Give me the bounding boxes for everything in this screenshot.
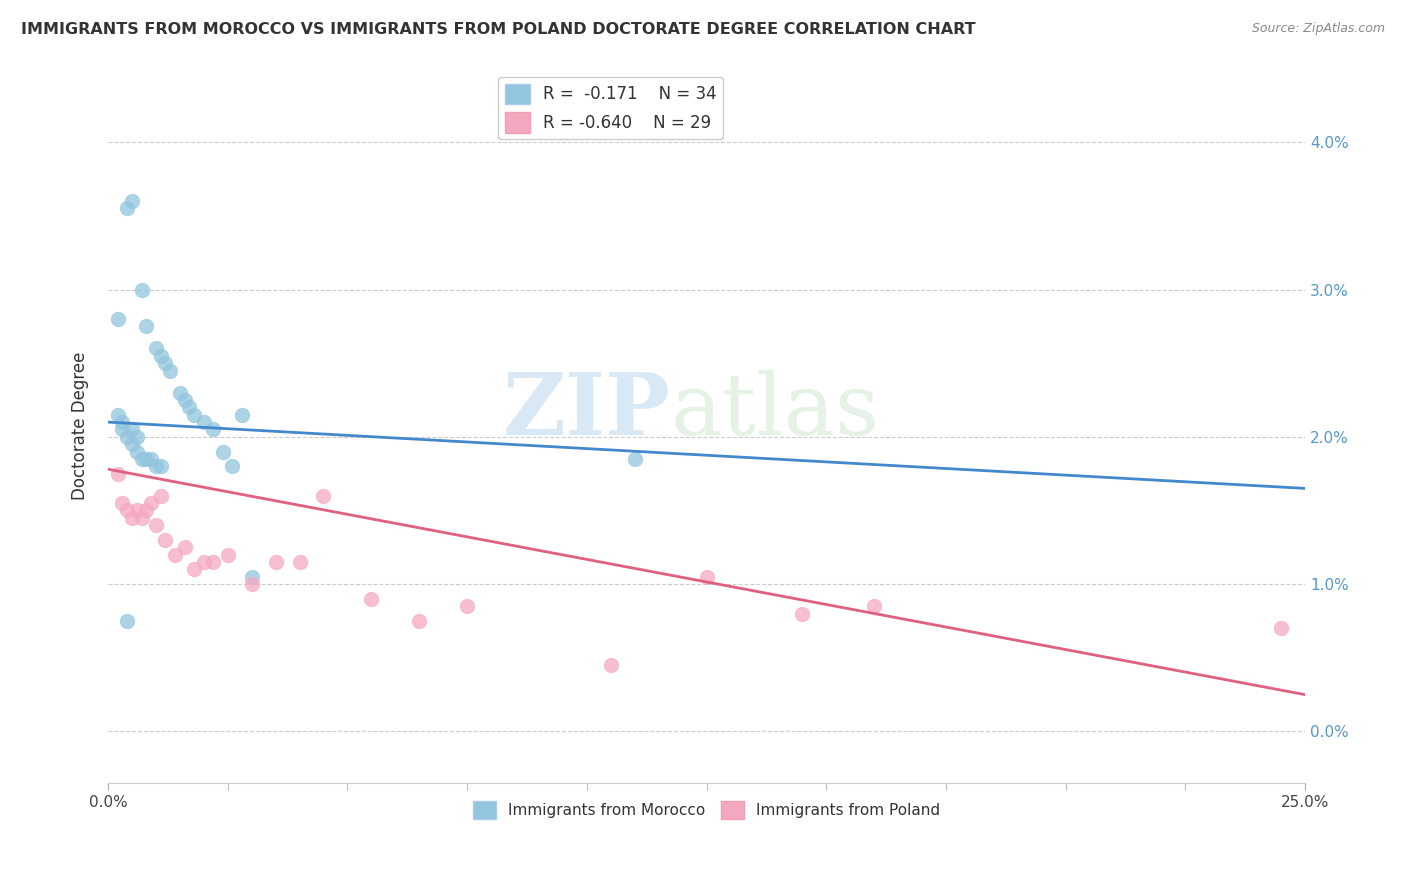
Point bbox=[623, 451, 645, 466]
Point bbox=[360, 591, 382, 606]
Point bbox=[107, 408, 129, 422]
Point bbox=[121, 194, 143, 208]
Point bbox=[155, 533, 177, 547]
Point bbox=[135, 319, 157, 334]
Legend: Immigrants from Morocco, Immigrants from Poland: Immigrants from Morocco, Immigrants from… bbox=[467, 795, 946, 825]
Point bbox=[115, 202, 138, 216]
Point bbox=[159, 363, 181, 377]
Point bbox=[264, 555, 287, 569]
Point bbox=[107, 312, 129, 326]
Point bbox=[193, 415, 215, 429]
Point bbox=[125, 503, 148, 517]
Point bbox=[696, 570, 718, 584]
Point bbox=[240, 577, 263, 591]
Point bbox=[212, 444, 235, 458]
Point bbox=[145, 459, 167, 474]
Text: Source: ZipAtlas.com: Source: ZipAtlas.com bbox=[1251, 22, 1385, 36]
Text: atlas: atlas bbox=[671, 370, 880, 453]
Point bbox=[163, 548, 186, 562]
Text: IMMIGRANTS FROM MOROCCO VS IMMIGRANTS FROM POLAND DOCTORATE DEGREE CORRELATION C: IMMIGRANTS FROM MOROCCO VS IMMIGRANTS FR… bbox=[21, 22, 976, 37]
Point bbox=[111, 422, 134, 436]
Point bbox=[173, 392, 195, 407]
Point bbox=[149, 459, 172, 474]
Point bbox=[121, 511, 143, 525]
Point bbox=[202, 555, 225, 569]
Point bbox=[221, 459, 243, 474]
Point bbox=[792, 607, 814, 621]
Point bbox=[202, 422, 225, 436]
Point bbox=[312, 489, 335, 503]
Point bbox=[1270, 621, 1292, 635]
Point bbox=[121, 422, 143, 436]
Point bbox=[115, 614, 138, 628]
Point bbox=[121, 437, 143, 451]
Point bbox=[456, 599, 478, 614]
Point bbox=[408, 614, 430, 628]
Point bbox=[173, 541, 195, 555]
Point bbox=[131, 283, 153, 297]
Point bbox=[217, 548, 239, 562]
Point bbox=[183, 562, 205, 576]
Point bbox=[131, 511, 153, 525]
Text: ZIP: ZIP bbox=[503, 369, 671, 453]
Point bbox=[131, 451, 153, 466]
Point bbox=[139, 496, 162, 510]
Point bbox=[149, 349, 172, 363]
Point bbox=[240, 570, 263, 584]
Point bbox=[111, 415, 134, 429]
Point bbox=[193, 555, 215, 569]
Y-axis label: Doctorate Degree: Doctorate Degree bbox=[72, 351, 89, 500]
Point bbox=[139, 451, 162, 466]
Point bbox=[231, 408, 253, 422]
Point bbox=[125, 444, 148, 458]
Point bbox=[863, 599, 886, 614]
Point bbox=[155, 356, 177, 370]
Point bbox=[179, 401, 201, 415]
Point bbox=[145, 518, 167, 533]
Point bbox=[135, 503, 157, 517]
Point bbox=[599, 658, 621, 673]
Point bbox=[115, 503, 138, 517]
Point bbox=[149, 489, 172, 503]
Point bbox=[111, 496, 134, 510]
Point bbox=[145, 342, 167, 356]
Point bbox=[183, 408, 205, 422]
Point bbox=[107, 467, 129, 481]
Point bbox=[135, 451, 157, 466]
Point bbox=[288, 555, 311, 569]
Point bbox=[115, 430, 138, 444]
Point bbox=[125, 430, 148, 444]
Point bbox=[169, 385, 191, 400]
